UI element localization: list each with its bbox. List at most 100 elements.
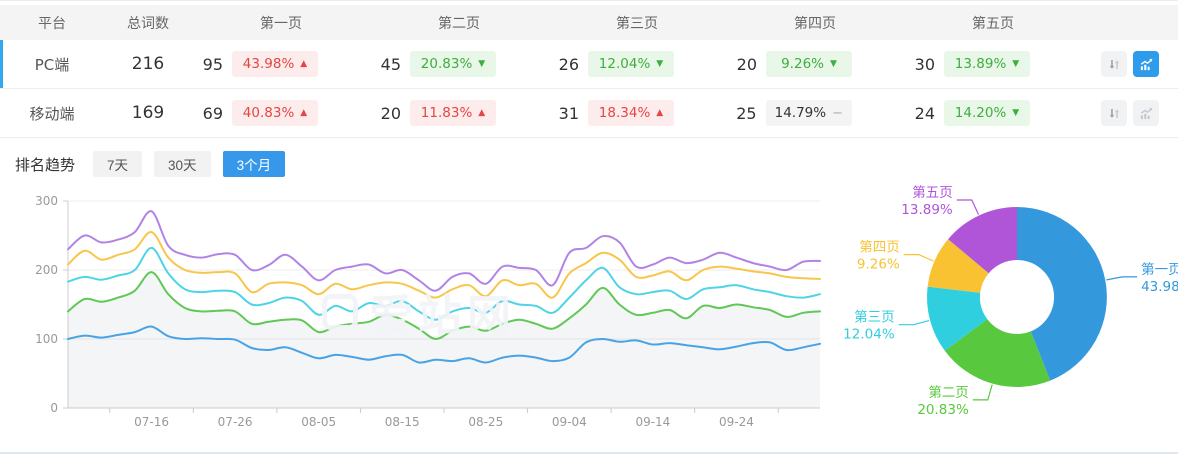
x-tick-label: 09-24 <box>719 415 754 429</box>
page-count: 24 <box>914 103 935 123</box>
pie-label-name-第二页: 第二页 <box>928 384 969 401</box>
page-count: 20 <box>736 54 757 74</box>
page-count: 95 <box>202 54 223 74</box>
row-actions <box>1082 100 1178 126</box>
column-header-3: 第二页 <box>438 15 480 32</box>
pie-label-line-第三页 <box>898 320 930 326</box>
pie-label-line-第一页 <box>1106 276 1138 281</box>
pct-badge-up: 40.83% ▲ <box>232 100 318 126</box>
x-tick-label: 09-14 <box>635 415 670 429</box>
row-actions <box>1082 51 1178 77</box>
line-series-第三页[interactable] <box>67 246 821 321</box>
pie-label-pct-第三页: 12.04% <box>843 327 895 343</box>
pct-value: 14.79% <box>774 105 827 121</box>
pct-badge-flat: 14.79% − <box>765 100 852 126</box>
column-header-1: 总词数 <box>127 15 169 32</box>
table-body: PC端 216 95 43.98% ▲ 45 20.83% ▼ 26 12.04% ▼ 20 9.26%… <box>0 40 1178 138</box>
table-row-移动端[interactable]: 移动端 169 69 40.83% ▲ 20 11.83% ▲ 31 18.34% ▲ 25 14.79… <box>0 89 1178 138</box>
pie-label-line-第四页 <box>903 253 934 262</box>
total-keywords: 216 <box>131 54 165 74</box>
trend-range-tabs: 7天 30天 3个月 <box>93 151 286 177</box>
area-第二页 <box>68 272 820 408</box>
charts-area: 0 100 200 300 07-16 07-26 08-05 08-15 08-25 09-04… <box>0 184 1178 452</box>
trend-up-icon: ▲ <box>300 58 308 69</box>
pie-label-name-第五页: 第五页 <box>912 184 953 201</box>
trend-toolbar: 排名趋势 7天 30天 3个月 <box>15 151 1178 177</box>
table-header: 平台 总词数 第一页 第二页 第三页 第四页 第五页 <box>0 5 1178 40</box>
sort-button[interactable] <box>1101 100 1127 126</box>
sort-button[interactable] <box>1101 51 1127 77</box>
page-count: 69 <box>202 103 223 123</box>
trend-down-icon: ▼ <box>829 58 837 69</box>
trend-chart-icon <box>1140 107 1152 119</box>
pie-slice-第四页[interactable] <box>927 239 989 293</box>
page-count: 25 <box>736 103 757 123</box>
y-tick-label: 300 <box>35 194 58 208</box>
pie-slice-第二页[interactable] <box>944 319 1051 387</box>
column-header-6: 第五页 <box>972 15 1014 32</box>
pct-value: 14.20% <box>954 105 1007 121</box>
pct-badge-up: 18.34% ▲ <box>588 100 674 126</box>
y-tick-label: 0 <box>50 401 58 415</box>
tab-range-0[interactable]: 7天 <box>93 151 143 177</box>
table-row-PC端[interactable]: PC端 216 95 43.98% ▲ 45 20.83% ▼ 26 12.04% ▼ 20 9.26%… <box>0 40 1178 89</box>
trend-chart-icon <box>1140 58 1152 70</box>
pie-label-pct-第四页: 9.26% <box>857 257 900 273</box>
column-header-0: 平台 <box>38 15 66 32</box>
line-series-第四页[interactable] <box>67 231 821 299</box>
pie-slice-第三页[interactable] <box>926 286 988 351</box>
line-series-第二页[interactable] <box>67 271 821 340</box>
pie-label-name-第一页: 第一页 <box>1141 261 1178 278</box>
page-1-cell: 69 40.83% ▲ <box>192 100 370 126</box>
page-4-cell: 25 14.79% − <box>726 100 904 126</box>
trend-down-icon: ▼ <box>1012 107 1020 118</box>
line-series-第五页[interactable] <box>67 210 821 292</box>
x-tick-label: 07-26 <box>218 415 253 429</box>
tab-range-1[interactable]: 30天 <box>154 151 211 177</box>
trend-down-icon: ▼ <box>478 58 486 69</box>
sort-arrows-icon <box>1109 59 1119 69</box>
pct-value: 20.83% <box>420 56 473 72</box>
x-tick-label: 08-05 <box>301 415 336 429</box>
page-count: 31 <box>558 103 579 123</box>
page-1-cell: 95 43.98% ▲ <box>192 51 370 77</box>
pie-slice-第五页[interactable] <box>948 207 1017 274</box>
pie-label-name-第三页: 第三页 <box>854 309 895 326</box>
pie-label-pct-第二页: 20.83% <box>917 402 969 418</box>
pct-value: 9.26% <box>781 56 824 72</box>
pie-label-line-第二页 <box>972 384 993 401</box>
column-header-2: 第一页 <box>260 15 302 32</box>
column-header-4: 第三页 <box>616 15 658 32</box>
pct-value: 12.04% <box>598 56 651 72</box>
trend-down-icon: ▼ <box>656 58 664 69</box>
show-trend-chart-button[interactable] <box>1133 51 1159 77</box>
platform-name: 移动端 <box>29 104 75 123</box>
pct-value: 40.83% <box>242 105 295 121</box>
total-keywords: 169 <box>131 103 165 123</box>
x-tick-label: 08-25 <box>468 415 503 429</box>
trend-flat-icon: − <box>832 105 843 121</box>
page-2-cell: 20 11.83% ▲ <box>370 100 548 126</box>
pct-value: 11.83% <box>420 105 473 121</box>
pie-slice-第一页[interactable] <box>1017 207 1107 381</box>
show-trend-chart-button[interactable] <box>1133 100 1159 126</box>
trend-down-icon: ▼ <box>1012 58 1020 69</box>
x-tick-label: 09-04 <box>552 415 587 429</box>
page-count: 26 <box>558 54 579 74</box>
line-series-第一页[interactable] <box>67 325 821 364</box>
rank-trend-line-chart[interactable]: 0 100 200 300 07-16 07-26 08-05 08-15 08-25 09-04… <box>0 186 845 452</box>
pct-badge-down: 12.04% ▼ <box>588 51 674 77</box>
platform-table: 平台 总词数 第一页 第二页 第三页 第四页 第五页 PC端 216 95 43.98% ▲ 45 20… <box>0 5 1178 138</box>
pct-value: 43.98% <box>242 56 295 72</box>
page-5-cell: 30 13.89% ▼ <box>904 51 1082 77</box>
page-count: 20 <box>380 103 401 123</box>
pct-value: 13.89% <box>954 56 1007 72</box>
pie-label-pct-第五页: 13.89% <box>901 202 953 218</box>
y-tick-label: 100 <box>35 332 58 346</box>
trend-title: 排名趋势 <box>15 155 76 174</box>
page-2-cell: 45 20.83% ▼ <box>370 51 548 77</box>
platform-name: PC端 <box>34 55 70 74</box>
tab-range-2[interactable]: 3个月 <box>222 151 286 177</box>
